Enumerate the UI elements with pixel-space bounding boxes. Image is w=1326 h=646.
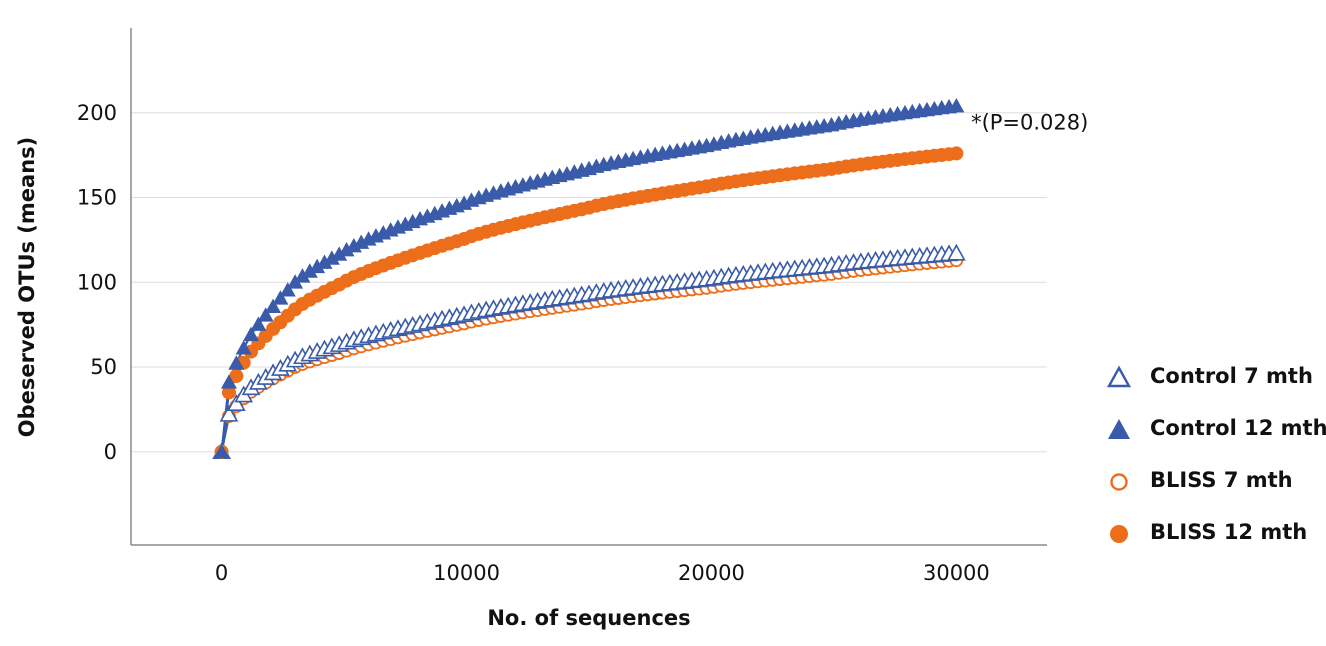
fitted-curve — [220, 104, 957, 452]
y-tick-label: 0 — [104, 440, 117, 464]
legend-label: BLISS 7 mth — [1150, 468, 1293, 492]
legend-item-bliss-7: BLISS 7 mth — [1106, 464, 1324, 516]
data-point-triangle-open — [226, 394, 246, 411]
tick-labels: 0 50 100 150 200 0 10000 20000 30000 — [77, 101, 990, 585]
legend-label: Control 12 mth — [1150, 416, 1326, 440]
filled-triangle-icon — [1108, 419, 1130, 439]
data-point-triangle — [323, 250, 340, 265]
x-tick-label: 30000 — [923, 561, 990, 585]
y-tick-label: 200 — [77, 101, 117, 125]
data-point-triangle — [228, 355, 245, 370]
filled-circle-icon — [1110, 525, 1128, 543]
data-point-triangle — [294, 268, 311, 283]
x-axis-title: No. of sequences — [487, 606, 690, 630]
data-point-triangle — [235, 340, 252, 355]
data-point-triangle — [338, 241, 355, 257]
data-point-circle — [229, 368, 244, 383]
x-tick-label: 0 — [215, 561, 228, 585]
legend-label: BLISS 12 mth — [1150, 520, 1308, 544]
data-point-triangle — [213, 443, 230, 459]
data-point-triangle — [265, 298, 282, 313]
data-point-triangle — [309, 258, 326, 274]
y-tick-label: 150 — [77, 186, 117, 210]
y-tick-label: 100 — [77, 270, 117, 294]
open-circle-icon — [1110, 473, 1128, 491]
data-point-triangle — [316, 254, 333, 269]
data-point-triangle-open — [947, 243, 966, 261]
x-tick-label: 20000 — [678, 561, 745, 585]
legend-label: Control 7 mth — [1150, 364, 1313, 388]
data-point-triangle — [272, 290, 289, 305]
legend: Control 7 mth Control 12 mth BLISS 7 mth… — [1106, 360, 1326, 568]
y-axis-title: Obeserved OTUs (means) — [15, 137, 39, 437]
data-point-triangle — [220, 374, 237, 389]
data-point-triangle — [331, 246, 348, 261]
data-point-triangle — [250, 316, 267, 331]
axes — [130, 28, 1047, 546]
data-point-circle — [221, 385, 236, 400]
significance-annotation: *(P=0.028) — [971, 111, 1088, 135]
data-points — [212, 97, 966, 459]
data-point-circle — [949, 146, 964, 161]
fitted-curves — [220, 104, 957, 453]
open-triangle-icon — [1106, 365, 1132, 388]
legend-item-control-7: Control 7 mth — [1106, 360, 1324, 412]
data-point-triangle — [301, 263, 318, 278]
legend-item-control-12: Control 12 mth — [1106, 412, 1326, 464]
x-tick-label: 10000 — [433, 561, 500, 585]
data-point-triangle — [948, 97, 965, 113]
data-point-triangle — [257, 307, 274, 322]
data-point-triangle-open — [219, 404, 239, 422]
data-point-triangle — [243, 326, 260, 342]
y-tick-label: 50 — [90, 355, 117, 379]
legend-item-bliss-12: BLISS 12 mth — [1106, 516, 1324, 568]
data-point-triangle — [279, 282, 296, 297]
